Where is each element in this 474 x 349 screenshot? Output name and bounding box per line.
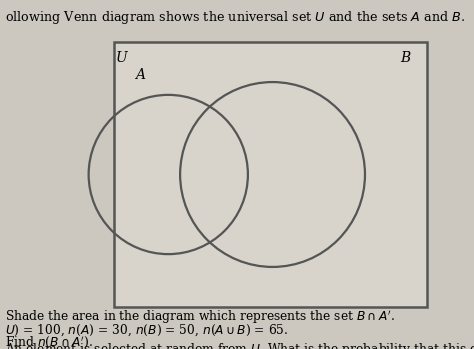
- Text: ollowing Venn diagram shows the universal set $U$ and the sets $A$ and $B$.: ollowing Venn diagram shows the universa…: [5, 9, 465, 26]
- Text: $U$) = 100, $n$($A$) = 30, $n$($B$) = 50, $n$($A \cup B$) = 65.: $U$) = 100, $n$($A$) = 30, $n$($B$) = 50…: [5, 323, 288, 338]
- Text: in $B \cap A$?: in $B \cap A$?: [5, 348, 59, 349]
- Text: Shade the area in the diagram which represents the set $B \cap A'$.: Shade the area in the diagram which repr…: [5, 309, 395, 326]
- Bar: [114, 42, 427, 307]
- Text: An element is selected at random from $U$. What is the probability that this ele: An element is selected at random from $U…: [5, 341, 474, 349]
- Text: U: U: [116, 51, 128, 65]
- Text: Find $n$($B \cap A'$).: Find $n$($B \cap A'$).: [5, 334, 93, 349]
- Text: A: A: [135, 68, 145, 82]
- Text: B: B: [401, 51, 411, 65]
